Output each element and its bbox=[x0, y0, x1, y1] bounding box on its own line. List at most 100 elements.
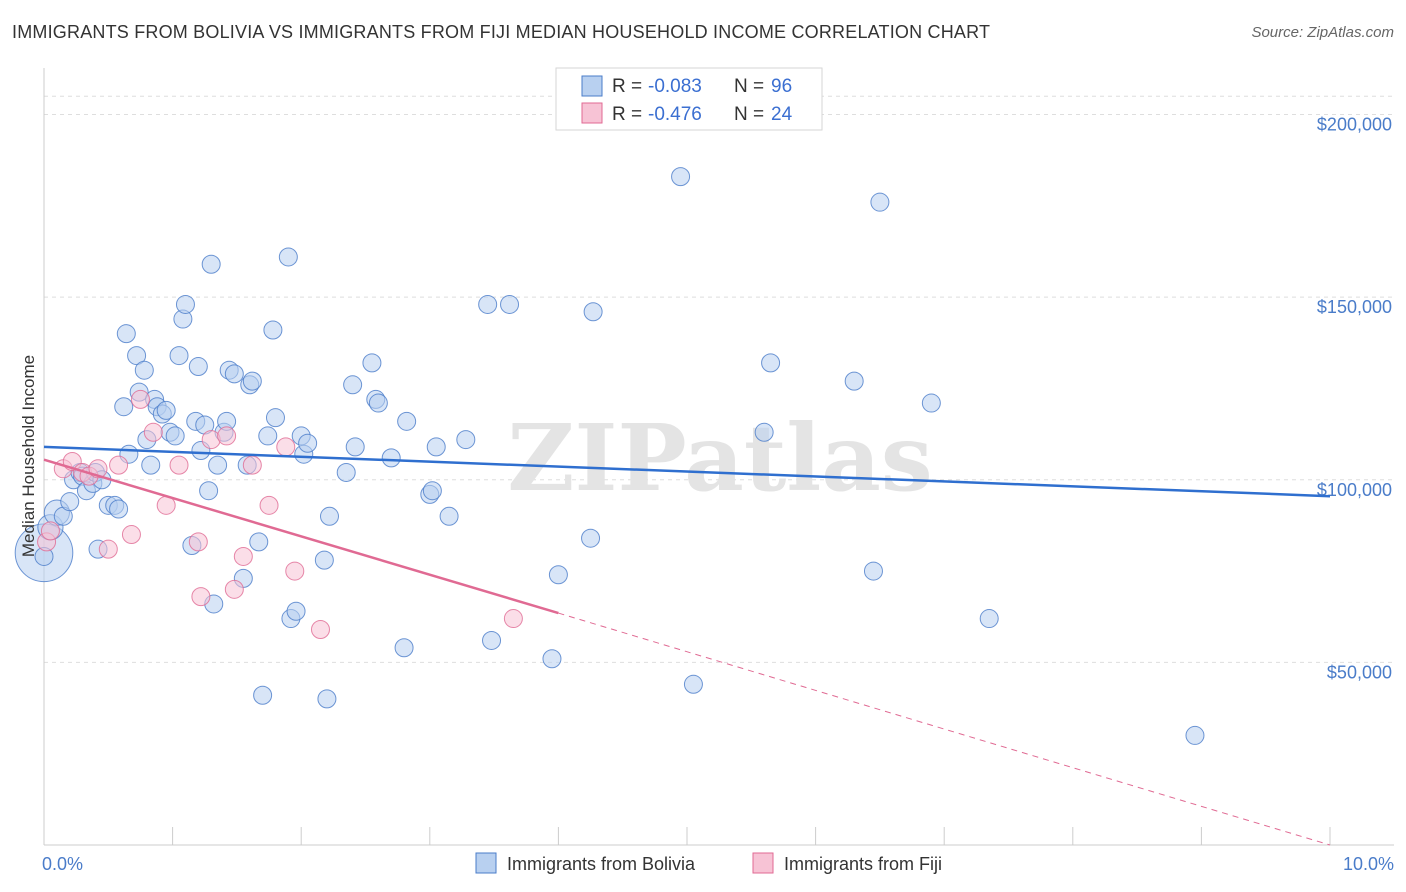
bolivia-point bbox=[141, 455, 161, 475]
bolivia-point bbox=[394, 638, 414, 658]
legend-n-value-bolivia: 96 bbox=[771, 76, 792, 97]
fiji-point bbox=[503, 609, 523, 629]
bolivia-point bbox=[671, 167, 691, 187]
bolivia-point bbox=[921, 393, 941, 413]
bolivia-point bbox=[127, 346, 147, 366]
fiji-point bbox=[130, 389, 150, 409]
bolivia-point bbox=[683, 674, 703, 694]
series-legend: Immigrants from Bolivia Immigrants from … bbox=[475, 852, 942, 874]
legend-n-label-bolivia: N = bbox=[734, 76, 764, 97]
bolivia-point bbox=[362, 353, 382, 373]
fiji-point bbox=[109, 455, 129, 475]
bolivia-point bbox=[265, 408, 285, 428]
fiji-trend-line bbox=[43, 458, 559, 615]
fiji-point bbox=[242, 455, 262, 475]
fiji-point bbox=[40, 521, 60, 541]
bolivia-point bbox=[314, 550, 334, 570]
fiji-point bbox=[224, 579, 244, 599]
bolivia-point bbox=[165, 426, 185, 446]
correlation-legend: R = -0.083 N = 96 R = -0.476 N = 24 bbox=[555, 67, 823, 131]
bolivia-point bbox=[456, 430, 476, 450]
bolivia-point bbox=[188, 357, 208, 377]
bolivia-point bbox=[224, 364, 244, 384]
fiji-point bbox=[143, 422, 163, 442]
data-points bbox=[14, 167, 1205, 745]
fiji-point bbox=[121, 525, 141, 545]
trend-lines bbox=[43, 445, 1331, 846]
bolivia-point bbox=[581, 528, 601, 548]
bolivia-point bbox=[870, 192, 890, 212]
bolivia-point bbox=[482, 630, 502, 650]
source-label: Source: ZipAtlas.com bbox=[1251, 24, 1394, 41]
bolivia-point bbox=[345, 437, 365, 457]
fiji-point bbox=[217, 426, 237, 446]
bolivia-point bbox=[754, 422, 774, 442]
fiji-point bbox=[310, 620, 330, 640]
fiji-point bbox=[188, 532, 208, 552]
bolivia-point bbox=[1185, 725, 1205, 745]
legend-swatch-bolivia bbox=[581, 75, 603, 97]
bolivia-point bbox=[548, 565, 568, 585]
bolivia-point bbox=[319, 506, 339, 526]
bottom-legend-swatch-fiji bbox=[752, 852, 774, 874]
bolivia-point bbox=[134, 360, 154, 380]
bolivia-point bbox=[116, 324, 136, 344]
bolivia-point bbox=[863, 561, 883, 581]
fiji-point bbox=[285, 561, 305, 581]
bolivia-point bbox=[397, 411, 417, 431]
fiji-point bbox=[259, 495, 279, 515]
bolivia-point bbox=[169, 346, 189, 366]
bolivia-point bbox=[156, 400, 176, 420]
legend-r-value-bolivia: -0.083 bbox=[648, 76, 702, 97]
bolivia-point bbox=[278, 247, 298, 267]
bolivia-point bbox=[317, 689, 337, 709]
bolivia-point bbox=[979, 609, 999, 629]
bolivia-point bbox=[336, 462, 356, 482]
axes bbox=[43, 68, 1394, 846]
bolivia-point bbox=[199, 481, 219, 501]
legend-r-value-fiji: -0.476 bbox=[648, 104, 702, 125]
bolivia-point bbox=[175, 294, 195, 314]
fiji-point bbox=[276, 437, 296, 457]
legend-n-value-fiji: 24 bbox=[771, 104, 793, 125]
bolivia-point bbox=[439, 506, 459, 526]
bottom-legend-label-fiji: Immigrants from Fiji bbox=[784, 854, 942, 874]
bolivia-point bbox=[761, 353, 781, 373]
bolivia-point bbox=[426, 437, 446, 457]
bolivia-point bbox=[298, 433, 318, 453]
fiji-point bbox=[233, 546, 253, 566]
fiji-point bbox=[98, 539, 118, 559]
y-tick-label: $100,000 bbox=[1317, 480, 1392, 500]
fiji-trend-extension bbox=[558, 612, 1331, 846]
bolivia-point bbox=[583, 302, 603, 322]
fiji-point bbox=[191, 587, 211, 607]
bolivia-point bbox=[263, 320, 283, 340]
bolivia-point bbox=[381, 448, 401, 468]
bolivia-trend-line bbox=[43, 445, 1331, 498]
bolivia-point bbox=[208, 455, 228, 475]
bolivia-point bbox=[844, 371, 864, 391]
bottom-legend-label-bolivia: Immigrants from Bolivia bbox=[507, 854, 696, 874]
bolivia-point bbox=[258, 426, 278, 446]
legend-r-label-fiji: R = bbox=[612, 104, 642, 125]
bolivia-point bbox=[114, 397, 134, 417]
bolivia-point bbox=[422, 481, 442, 501]
legend-swatch-fiji bbox=[581, 102, 603, 124]
y-axis-label: Median Household Income bbox=[19, 355, 38, 557]
y-tick-label: $200,000 bbox=[1317, 115, 1392, 135]
bolivia-point bbox=[500, 294, 520, 314]
bolivia-point bbox=[60, 492, 80, 512]
x-tick-label: 10.0% bbox=[1343, 854, 1394, 874]
legend-r-label-bolivia: R = bbox=[612, 76, 642, 97]
bolivia-point bbox=[201, 254, 221, 274]
y-axis-ticks: $50,000 $100,000 $150,000 $200,000 bbox=[1317, 115, 1392, 683]
x-axis-ticks: 0.0% 10.0% bbox=[42, 854, 1394, 874]
chart-title: IMMIGRANTS FROM BOLIVIA VS IMMIGRANTS FR… bbox=[12, 22, 991, 42]
bottom-legend-swatch-bolivia bbox=[475, 852, 497, 874]
y-tick-label: $50,000 bbox=[1327, 662, 1392, 682]
bolivia-point bbox=[253, 685, 273, 705]
bolivia-point bbox=[286, 601, 306, 621]
bolivia-point bbox=[249, 532, 269, 552]
bolivia-point bbox=[478, 294, 498, 314]
